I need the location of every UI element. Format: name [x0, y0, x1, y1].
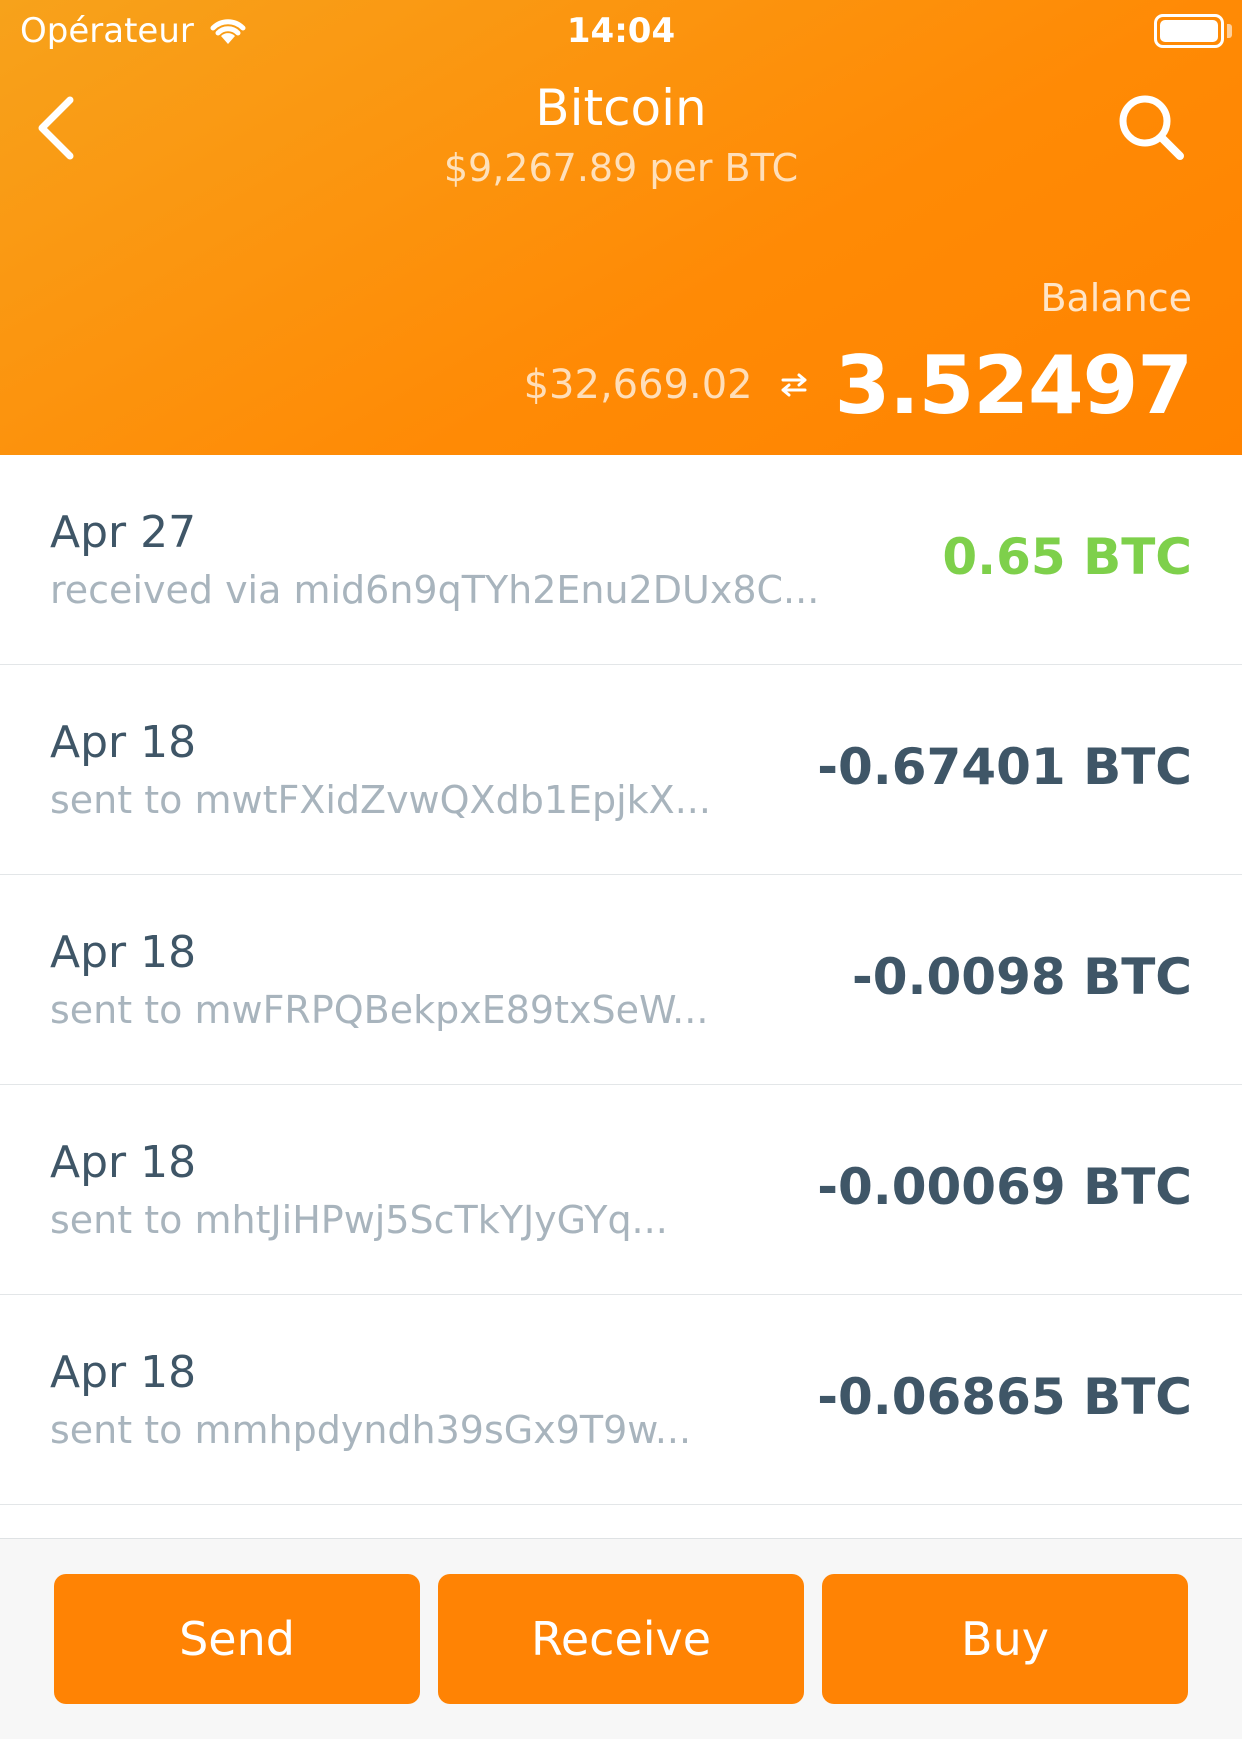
transaction-description: sent to mmhpdyndh39sGx9T9w...	[50, 1408, 692, 1452]
send-button[interactable]: Send	[54, 1574, 420, 1704]
transaction-date: Apr 27	[50, 507, 197, 558]
transaction-amount: -0.0098 BTC	[851, 948, 1192, 1006]
search-icon	[1119, 95, 1184, 160]
transaction-row[interactable]: Apr 18 sent to mmhpdyndh39sGx9T9w... -0.…	[0, 1295, 1242, 1505]
wifi-icon	[210, 19, 246, 44]
balance-crypto-value: 3.52497	[834, 338, 1193, 432]
transaction-list: Apr 27 received via mid6n9qTYh2Enu2DUx8C…	[0, 455, 1242, 1505]
transaction-amount: -0.06865 BTC	[817, 1368, 1192, 1426]
transaction-row[interactable]: Apr 18 sent to mwFRPQBekpxE89txSeW... -0…	[0, 875, 1242, 1085]
transaction-date: Apr 18	[50, 1347, 197, 1398]
transaction-description: sent to mwFRPQBekpxE89txSeW...	[50, 988, 709, 1032]
swap-arrows-icon[interactable]	[777, 371, 811, 399]
carrier-name: Opérateur	[20, 11, 194, 51]
transaction-amount: -0.67401 BTC	[817, 738, 1192, 796]
transaction-date: Apr 18	[50, 1137, 197, 1188]
transaction-date: Apr 18	[50, 927, 197, 978]
receive-button[interactable]: Receive	[438, 1574, 804, 1704]
transaction-date: Apr 18	[50, 717, 197, 768]
balance-row: $32,669.02 3.52497	[523, 335, 1193, 435]
balance-fiat-value: $32,669.02	[523, 362, 753, 408]
search-button[interactable]	[1112, 88, 1192, 168]
transaction-row[interactable]: Apr 18 sent to mwtFXidZvwQXdb1EpjkX... -…	[0, 665, 1242, 875]
transaction-description: sent to mwtFXidZvwQXdb1EpjkX...	[50, 778, 711, 822]
battery-icon	[1154, 14, 1224, 48]
buy-button[interactable]: Buy	[822, 1574, 1188, 1704]
transaction-amount: 0.65 BTC	[942, 528, 1192, 586]
status-bar: Opérateur 14:04	[0, 0, 1242, 62]
wallet-header: Opérateur 14:04 Bitcoin $9,267.89 per BT…	[0, 0, 1242, 455]
balance-label: Balance	[1040, 276, 1192, 320]
action-bar: Send Receive Buy	[0, 1538, 1242, 1739]
transaction-amount: -0.00069 BTC	[817, 1158, 1192, 1216]
chevron-left-icon	[38, 96, 74, 160]
battery-tip	[1227, 24, 1232, 38]
transaction-row[interactable]: Apr 27 received via mid6n9qTYh2Enu2DUx8C…	[0, 455, 1242, 665]
transaction-description: sent to mhtJiHPwj5ScTkYJyGYq...	[50, 1198, 668, 1242]
transaction-row[interactable]: Apr 18 sent to mhtJiHPwj5ScTkYJyGYq... -…	[0, 1085, 1242, 1295]
back-button[interactable]	[30, 88, 90, 168]
status-time: 14:04	[566, 11, 676, 51]
page-title: Bitcoin	[535, 79, 707, 137]
price-per-unit: $9,267.89 per BTC	[443, 146, 799, 190]
transaction-description: received via mid6n9qTYh2Enu2DUx8C...	[50, 568, 820, 612]
